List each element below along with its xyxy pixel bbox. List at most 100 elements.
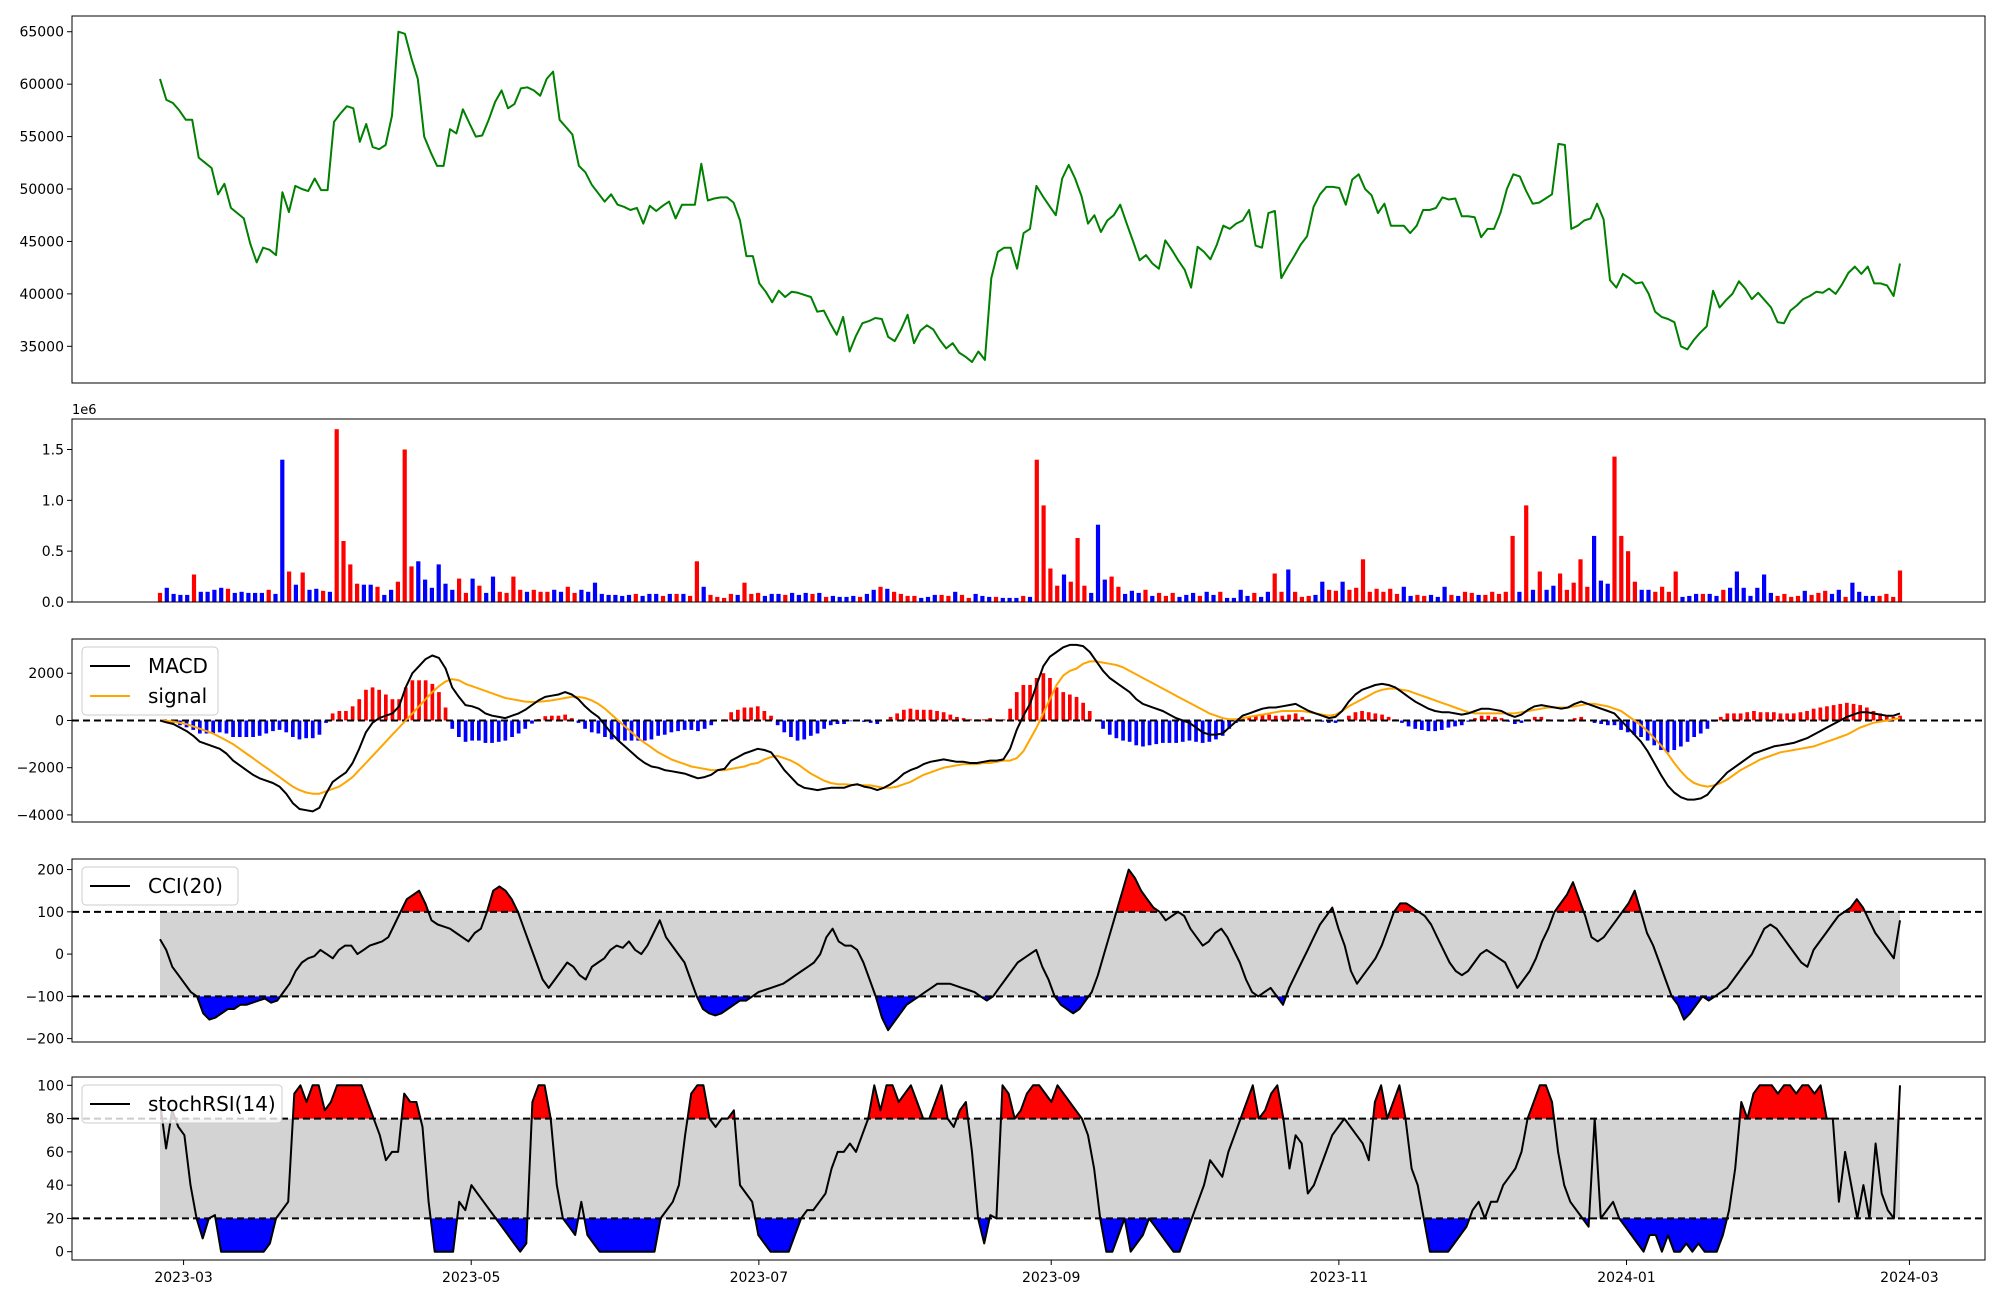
volume-bar bbox=[830, 595, 835, 602]
volume-axes-frame bbox=[71, 418, 1986, 603]
volume-bar bbox=[749, 593, 754, 602]
volume-bar bbox=[756, 592, 761, 602]
macd-histogram-bar bbox=[1818, 707, 1823, 721]
stochrsi-legend-box bbox=[81, 1084, 283, 1124]
macd-histogram-bar bbox=[1001, 719, 1006, 721]
volume-bar bbox=[1143, 589, 1148, 602]
macd-histogram-bar bbox=[583, 720, 587, 729]
volume-bar bbox=[715, 596, 720, 602]
volume-bar bbox=[742, 582, 747, 602]
macd-legend-box bbox=[81, 646, 219, 716]
macd-histogram-bar bbox=[450, 720, 455, 729]
cci-panel: CCI(20) −200 −100 0 100 200 bbox=[26, 858, 1986, 1048]
volume-bar bbox=[851, 595, 856, 602]
macd-histogram-bar bbox=[1054, 687, 1059, 721]
volume-bar bbox=[334, 429, 339, 602]
volume-bar bbox=[1741, 587, 1746, 602]
macd-histogram-bar bbox=[563, 714, 567, 721]
stochrsi-overbought-fill bbox=[1258, 1085, 1284, 1119]
volume-bar bbox=[1068, 581, 1073, 602]
volume-bar bbox=[1211, 594, 1216, 602]
macd-histogram-bar bbox=[1194, 720, 1198, 742]
volume-bar bbox=[1558, 573, 1563, 602]
volume-bar bbox=[613, 594, 618, 602]
macd-histogram-bar bbox=[1360, 711, 1364, 721]
date-tick-label: 2023-09 bbox=[1022, 1270, 1081, 1286]
macd-histogram-bar bbox=[736, 709, 740, 721]
volume-bar bbox=[300, 572, 305, 602]
macd-histogram-bar bbox=[470, 720, 474, 741]
volume-bar bbox=[1843, 596, 1848, 602]
volume-bar bbox=[1809, 594, 1814, 602]
volume-bar bbox=[1150, 595, 1155, 602]
volume-bar bbox=[803, 592, 808, 602]
macd-histogram-bar bbox=[762, 711, 767, 721]
volume-bar bbox=[287, 571, 292, 602]
volume-bar bbox=[633, 593, 638, 602]
macd-histogram-bar bbox=[1107, 720, 1112, 735]
volume-bar bbox=[171, 593, 176, 602]
macd-histogram-bar bbox=[304, 720, 308, 739]
volume-ytick-label: 1.0 bbox=[42, 493, 64, 509]
volume-bar bbox=[708, 594, 713, 602]
stochrsi-oversold-fill bbox=[978, 1218, 990, 1244]
macd-histogram-bar bbox=[1433, 720, 1437, 732]
volume-bar bbox=[1095, 524, 1101, 602]
volume-bar bbox=[1775, 595, 1780, 602]
macd-histogram-bar bbox=[888, 716, 893, 721]
volume-bar bbox=[341, 541, 346, 602]
macd-histogram-bar bbox=[550, 715, 554, 721]
macd-histogram-bar bbox=[410, 680, 415, 721]
volume-bar bbox=[484, 592, 489, 602]
cci-ytick-label: −200 bbox=[26, 1032, 64, 1048]
volume-bar bbox=[1802, 590, 1807, 602]
macd-histogram-bar bbox=[755, 706, 760, 721]
volume-bar bbox=[321, 590, 326, 602]
macd-histogram-bar bbox=[709, 720, 714, 726]
volume-bar bbox=[1456, 595, 1461, 602]
volume-offset-label: 1e6 bbox=[72, 403, 97, 418]
cci-oversold-fill bbox=[1054, 996, 1089, 1014]
macd-histogram-bar bbox=[1685, 720, 1690, 742]
macd-ytick-label: 0 bbox=[55, 713, 64, 729]
macd-histogram-bar bbox=[1021, 685, 1026, 721]
volume-bar bbox=[518, 589, 523, 602]
cci-oversold-fill bbox=[1671, 996, 1703, 1020]
macd-histogram-bar bbox=[1426, 720, 1431, 732]
macd-histogram-bar bbox=[749, 707, 753, 721]
volume-bar bbox=[674, 593, 679, 602]
volume-bar bbox=[1306, 595, 1311, 602]
volume-bar bbox=[681, 593, 686, 602]
volume-bar bbox=[436, 564, 441, 602]
macd-histogram-bar bbox=[430, 683, 435, 721]
volume-bar bbox=[946, 595, 951, 602]
macd-histogram-bar bbox=[191, 720, 196, 730]
volume-bar bbox=[1707, 593, 1712, 602]
macd-histogram-bar bbox=[496, 720, 501, 742]
cci-ytick-label: 0 bbox=[55, 947, 64, 963]
volume-bar bbox=[925, 596, 931, 602]
macd-histogram-bar bbox=[1293, 713, 1298, 721]
macd-histogram-bar bbox=[490, 720, 494, 743]
macd-histogram-bar bbox=[437, 692, 441, 721]
macd-histogram-bar bbox=[417, 680, 421, 721]
macd-histogram-bar bbox=[669, 720, 674, 733]
volume-bar bbox=[429, 587, 434, 602]
macd-histogram-bar bbox=[217, 720, 222, 733]
macd-histogram-bar bbox=[1692, 720, 1696, 737]
volume-bar bbox=[1027, 596, 1033, 602]
macd-histogram-bar bbox=[1606, 720, 1610, 726]
volume-bar bbox=[1585, 586, 1590, 603]
volume-bar bbox=[694, 561, 699, 602]
volume-bar bbox=[1877, 595, 1882, 602]
volume-bar bbox=[280, 459, 285, 602]
price-ytick-label: 50000 bbox=[19, 182, 64, 198]
stochrsi-oversold-fill bbox=[215, 1218, 276, 1252]
macd-histogram-bar bbox=[1871, 711, 1876, 721]
volume-bar bbox=[1510, 535, 1515, 602]
macd-histogram-bar bbox=[1519, 720, 1524, 723]
volume-bar bbox=[1728, 587, 1733, 602]
volume-bar bbox=[871, 589, 876, 602]
volume-bar bbox=[355, 583, 360, 602]
volume-bar bbox=[348, 564, 353, 602]
